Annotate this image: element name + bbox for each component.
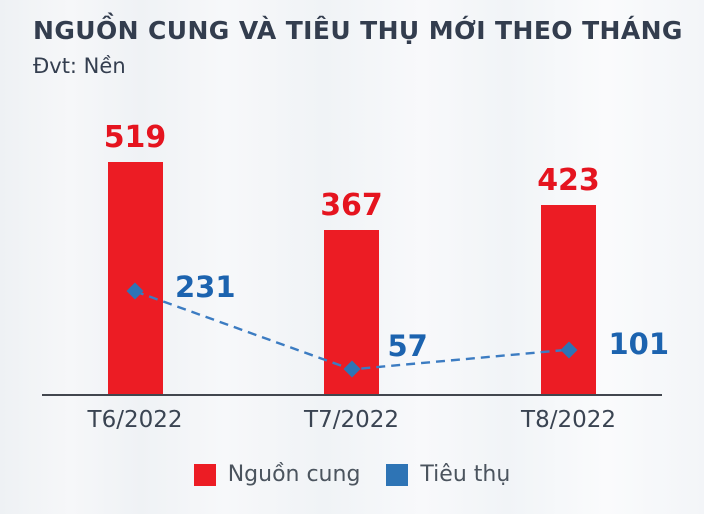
bar-nguon-cung-t8-2022: [541, 205, 596, 395]
legend-item-nguon-cung: Nguồn cung: [193, 462, 361, 487]
x-axis-label-t6-2022: T6/2022: [87, 407, 183, 433]
line-value-label-t6-2022: 231: [175, 270, 236, 305]
line-value-label-t8-2022: 101: [608, 326, 670, 361]
legend-label-tieu-thu: Tiêu thụ: [420, 462, 511, 487]
legend: Nguồn cung Tiêu thụ: [0, 462, 704, 487]
x-axis-line: [42, 394, 662, 396]
x-axis-label-t7-2022: T7/2022: [304, 407, 399, 433]
chart-unit-label: Đvt: Nền: [33, 54, 126, 78]
bar-nguon-cung-t6-2022: [107, 162, 163, 395]
legend-label-nguon-cung: Nguồn cung: [227, 462, 361, 487]
chart-title: NGUỒN CUNG VÀ TIÊU THỤ MỚI THEO THÁNG: [33, 16, 683, 45]
x-axis-label-t8-2022: T8/2022: [521, 407, 616, 433]
bar-value-label-t8-2022: 423: [537, 163, 600, 199]
legend-swatch-square-red: [193, 463, 216, 486]
legend-swatch-square-blue: [386, 463, 409, 486]
legend-item-tieu-thu: Tiêu thụ: [386, 462, 510, 487]
bar-value-label-t7-2022: 367: [320, 188, 383, 224]
line-value-label-t7-2022: 57: [387, 329, 428, 364]
bar-value-label-t6-2022: 519: [103, 120, 167, 155]
